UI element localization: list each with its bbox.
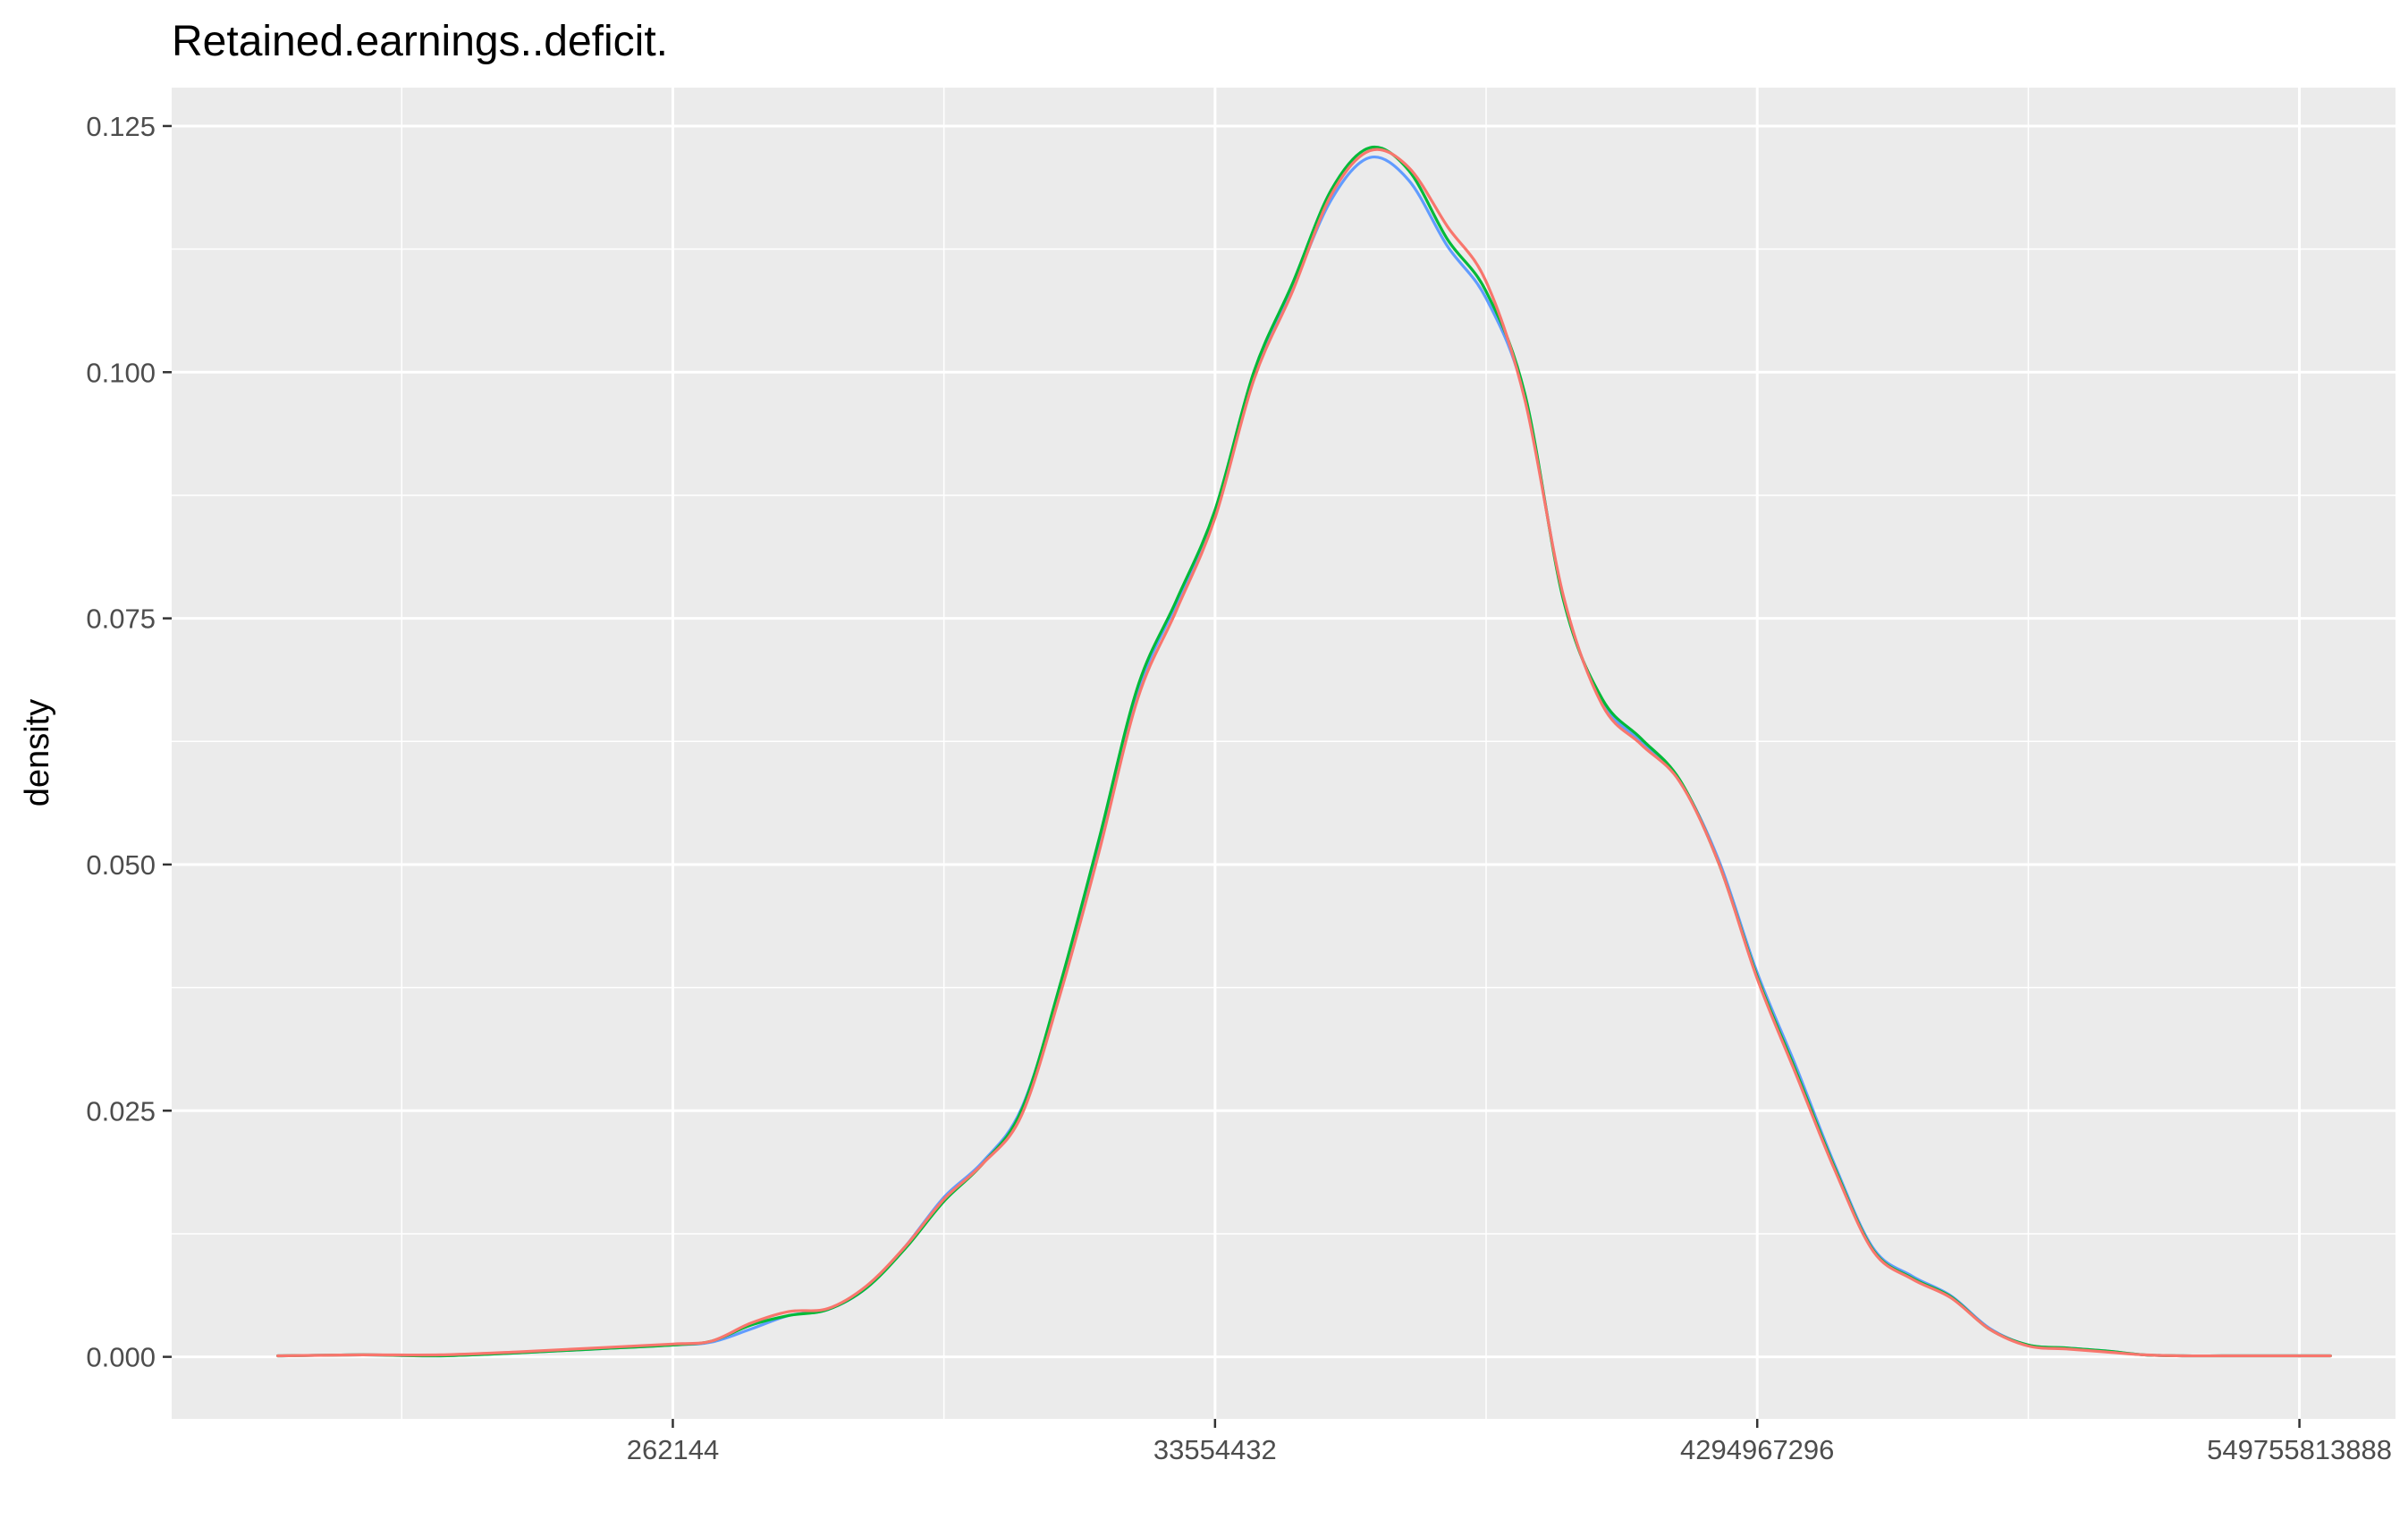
density-series-line-3 (276, 148, 2332, 1358)
y-tick-label: 0.125 (86, 111, 156, 142)
y-tick-label: 0.075 (86, 603, 156, 635)
x-tick-label: 33554432 (1153, 1434, 1277, 1465)
x-tick-label: 262144 (627, 1434, 719, 1465)
series-layer (276, 145, 2332, 1358)
minor-gridlines (172, 88, 2395, 1419)
y-tick-label: 0.100 (86, 357, 156, 388)
plot-panel (172, 88, 2395, 1419)
y-tick-label: 0.000 (86, 1342, 156, 1373)
x-axis: 262144 33554432 4294967296 549755813888 (627, 1419, 2392, 1465)
chart-title: Retained.earnings..deficit. (172, 18, 668, 65)
y-axis: 0.000 0.025 0.050 0.075 0.100 0.125 (86, 111, 172, 1373)
y-tick-label: 0.025 (86, 1095, 156, 1127)
x-tick-label: 4294967296 (1680, 1434, 1834, 1465)
major-gridlines (172, 88, 2395, 1419)
y-axis-title: density (19, 699, 56, 806)
y-tick-label: 0.050 (86, 849, 156, 881)
x-tick-label: 549755813888 (2207, 1434, 2392, 1465)
